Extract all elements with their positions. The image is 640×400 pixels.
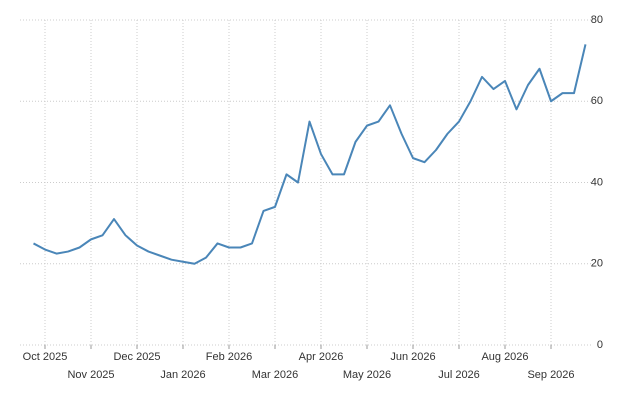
x-tick-label: Jan 2026 <box>160 369 205 381</box>
x-tick-label: Oct 2025 <box>23 351 68 363</box>
y-tick-label: 40 <box>591 176 603 188</box>
y-tick-label: 20 <box>591 258 603 270</box>
y-tick-label: 60 <box>591 95 603 107</box>
x-tick-label: Aug 2026 <box>481 351 528 363</box>
price-line <box>33 44 587 265</box>
x-tick-label: May 2026 <box>343 369 391 381</box>
x-tick-label: Jun 2026 <box>390 351 435 363</box>
x-tick-label: Sep 2026 <box>527 369 574 381</box>
x-tick-label: Nov 2025 <box>67 369 114 381</box>
y-tick-label: 80 <box>591 14 603 26</box>
x-tick-label: Jul 2026 <box>438 369 480 381</box>
x-tick-label: Mar 2026 <box>252 369 298 381</box>
x-tick-label: Feb 2026 <box>206 351 252 363</box>
x-tick-label: Apr 2026 <box>299 351 344 363</box>
y-tick-label: 0 <box>597 339 603 351</box>
x-tick-label: Dec 2025 <box>113 351 160 363</box>
